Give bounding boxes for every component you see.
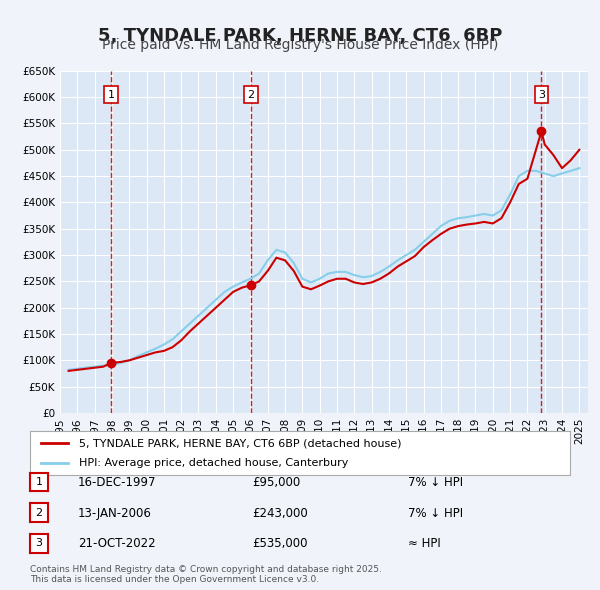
Text: 3: 3	[35, 539, 43, 548]
Text: 13-JAN-2006: 13-JAN-2006	[78, 507, 152, 520]
Text: £95,000: £95,000	[252, 476, 300, 489]
Text: 21-OCT-2022: 21-OCT-2022	[78, 537, 155, 550]
Text: 3: 3	[538, 90, 545, 100]
Text: 7% ↓ HPI: 7% ↓ HPI	[408, 507, 463, 520]
Text: 5, TYNDALE PARK, HERNE BAY, CT6 6BP (detached house): 5, TYNDALE PARK, HERNE BAY, CT6 6BP (det…	[79, 438, 401, 448]
Text: 2: 2	[248, 90, 254, 100]
Text: £535,000: £535,000	[252, 537, 308, 550]
Text: 1: 1	[108, 90, 115, 100]
Text: 7% ↓ HPI: 7% ↓ HPI	[408, 476, 463, 489]
Text: 1: 1	[35, 477, 43, 487]
Text: £243,000: £243,000	[252, 507, 308, 520]
Text: 2: 2	[35, 508, 43, 517]
Text: 5, TYNDALE PARK, HERNE BAY, CT6  6BP: 5, TYNDALE PARK, HERNE BAY, CT6 6BP	[98, 27, 502, 45]
Text: Price paid vs. HM Land Registry's House Price Index (HPI): Price paid vs. HM Land Registry's House …	[102, 38, 498, 53]
Text: Contains HM Land Registry data © Crown copyright and database right 2025.
This d: Contains HM Land Registry data © Crown c…	[30, 565, 382, 584]
Text: 16-DEC-1997: 16-DEC-1997	[78, 476, 157, 489]
Text: HPI: Average price, detached house, Canterbury: HPI: Average price, detached house, Cant…	[79, 458, 348, 467]
Text: ≈ HPI: ≈ HPI	[408, 537, 441, 550]
